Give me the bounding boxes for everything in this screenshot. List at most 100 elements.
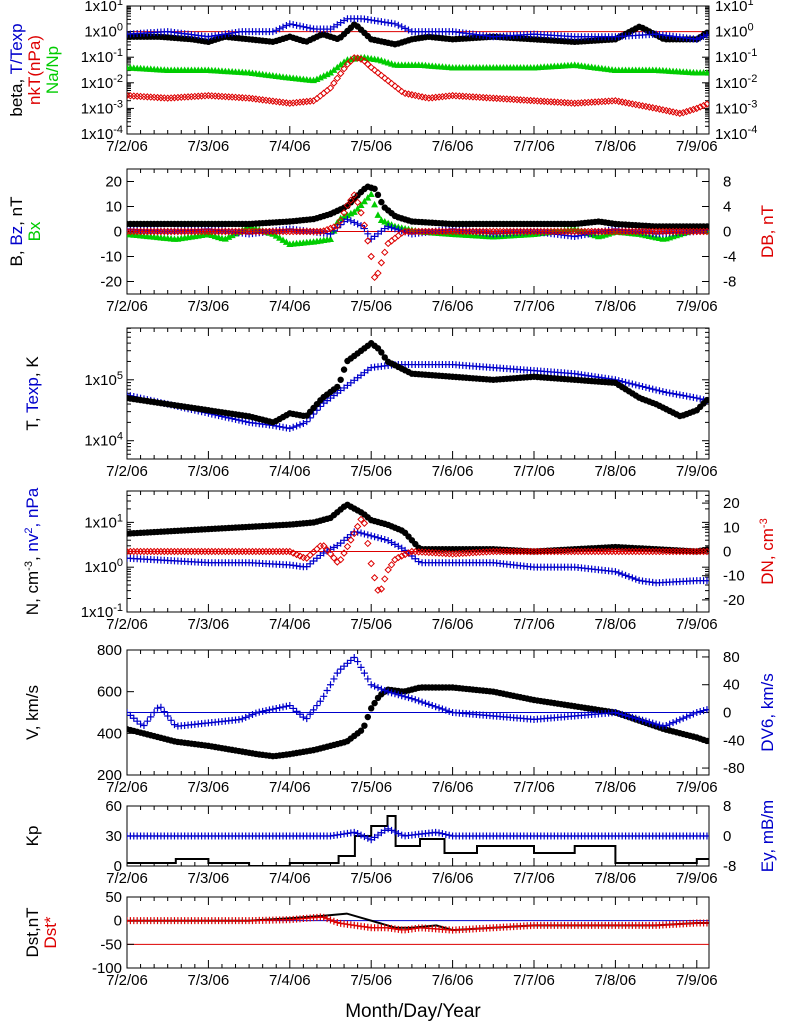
series-texp-point: [299, 419, 307, 427]
series-dn-point: [469, 549, 477, 557]
series-bx-point: [367, 190, 375, 197]
x-tick-label: 7/5/06: [350, 870, 392, 887]
left-axis-title-0: N, cm-3, nv2, nPa: [23, 487, 42, 615]
right-tick-label: -8: [723, 274, 736, 291]
y-tick-label: 1x10-1: [81, 602, 123, 621]
series-texp-point: [662, 388, 670, 396]
x-tick-label: 7/9/06: [676, 463, 718, 480]
series-t-point: [337, 376, 344, 383]
series-dv6-point: [401, 693, 409, 701]
series-texp-point: [628, 380, 636, 388]
series-texp-point: [649, 385, 657, 393]
series-dst--point: [320, 913, 328, 921]
series-b-point: [371, 185, 378, 192]
series-nkt-npa--point: [431, 93, 440, 102]
series-t-texp-point: [276, 25, 284, 33]
series-nv2-point: [371, 533, 379, 541]
series-nkt-npa--point: [577, 99, 586, 107]
series-nv2-point: [703, 577, 709, 585]
series-nkt-npa--point: [682, 107, 691, 116]
series-v-point: [357, 727, 365, 734]
series-ey-point: [364, 834, 372, 842]
series-db-point: [387, 237, 396, 245]
left-axis-title-1: nkT(nPa): [25, 35, 44, 105]
series-nkt-npa--point: [398, 87, 406, 96]
series-t-texp-point: [303, 23, 311, 31]
right-tick-label: 8: [723, 798, 731, 815]
series-dn-point: [296, 552, 304, 560]
series-dv6-point: [276, 704, 284, 712]
series-dv6-point: [635, 715, 643, 723]
series-dn-point: [401, 550, 409, 559]
series-nkt-npa--point: [574, 99, 582, 107]
series-group: [127, 654, 709, 760]
series-dst--point: [703, 919, 709, 927]
series-dn-point: [367, 559, 375, 568]
series-dn-point: [404, 549, 413, 557]
series-nkt-npa--point: [316, 92, 325, 100]
series-db-point: [330, 223, 338, 231]
left-axis-title-0: B, Bz, nT: [7, 197, 26, 267]
right-tick-label: 4: [723, 199, 731, 216]
series-nv2-point: [381, 536, 389, 544]
series-dst--point: [323, 915, 331, 923]
x-tick-label: 7/5/06: [350, 138, 392, 155]
x-tick-label: 7/3/06: [188, 463, 230, 480]
y-tick-label: 600: [97, 684, 122, 701]
x-tick-label: 7/7/06: [513, 463, 555, 480]
series-bz-point: [577, 231, 585, 239]
series-dv6-point: [703, 706, 709, 714]
series-dv6-point: [611, 709, 619, 716]
series-dv6-point: [279, 703, 287, 711]
x-tick-label: 7/8/06: [595, 972, 637, 989]
series-t-texp-point: [289, 21, 297, 29]
series-texp-point: [635, 382, 643, 390]
series-t-texp-point: [306, 24, 314, 32]
series-dn-point: [347, 536, 355, 544]
series-dv6-point: [259, 707, 267, 715]
series-db-point: [367, 252, 375, 261]
series-dv6-point: [655, 721, 663, 729]
series-t-texp-point: [282, 22, 290, 30]
series-ey-point: [357, 831, 365, 839]
left-axis-title-0: T, Texp, K: [23, 356, 42, 431]
series-dv6-point: [408, 695, 416, 703]
series-nv2-point: [622, 571, 630, 579]
series-dv6-point: [320, 692, 328, 700]
series-dn-point: [479, 548, 487, 556]
series-dn-point: [394, 553, 403, 562]
series-t-point: [340, 366, 348, 373]
series-db-point: [377, 259, 386, 267]
y-tick-label: 1x10-2: [81, 73, 123, 92]
series-nkt-npa--point: [699, 101, 708, 110]
series-dv6-point: [323, 687, 331, 695]
series-texp-point: [242, 418, 250, 426]
series-nkt-npa--point: [703, 100, 709, 108]
series-nkt-npa--point: [170, 94, 179, 102]
series-db-point: [323, 225, 331, 234]
series-dv6-point: [438, 705, 446, 713]
series-ey-point: [398, 831, 406, 839]
series-dv6-point: [282, 702, 290, 710]
series-bz-point: [384, 223, 392, 231]
series-ey-point: [354, 830, 362, 837]
right-tick-label: -80: [723, 760, 745, 777]
series-dv6-point: [676, 716, 684, 724]
series-bx-point: [360, 197, 368, 205]
series-texp-point: [669, 390, 677, 398]
panel-frame: [126, 327, 710, 460]
right-tick-label: 20: [723, 495, 740, 512]
x-tick-label: 7/4/06: [269, 298, 311, 315]
series-dv6-point: [313, 702, 321, 710]
series-dv6-point: [652, 720, 660, 728]
series-nkt-npa--point: [326, 84, 335, 92]
series-ey-point: [394, 830, 402, 837]
series-nkt-npa--point: [445, 92, 453, 100]
x-tick-label: 7/4/06: [269, 779, 311, 796]
series-bx-point: [374, 211, 382, 218]
x-tick-label: 7/3/06: [188, 138, 230, 155]
right-tick-label: 0: [723, 544, 731, 561]
series-nkt-npa--point: [340, 65, 348, 73]
x-tick-label: 7/6/06: [432, 779, 474, 796]
series-dv6-point: [238, 715, 246, 723]
